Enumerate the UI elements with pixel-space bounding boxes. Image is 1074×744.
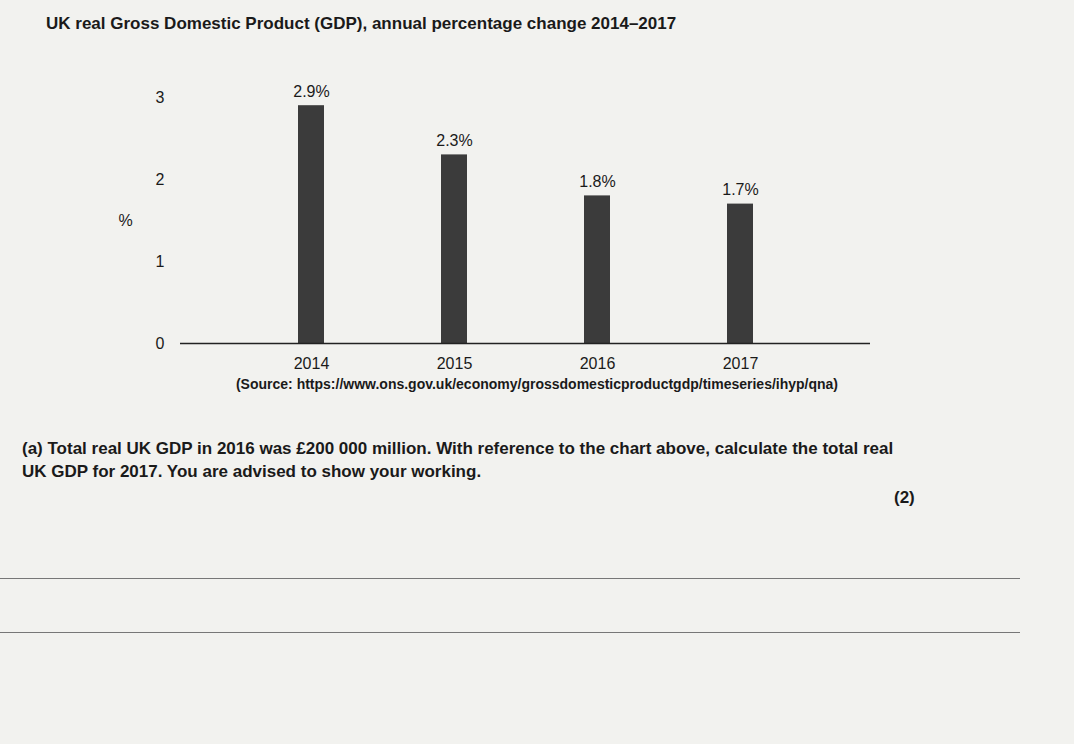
svg-text:2.3%: 2.3% — [436, 132, 472, 149]
svg-text:2014: 2014 — [294, 355, 330, 372]
svg-text:%: % — [119, 212, 133, 229]
html-text:(Source: https://www.ons.gov.u: (Source: https://www.ons.gov.uk/economy/… — [236, 376, 838, 392]
svg-text:3: 3 — [156, 89, 165, 106]
svg-text:0: 0 — [156, 335, 165, 352]
svg-text:2015: 2015 — [437, 355, 473, 372]
html-text:(a) Total real UK GDP in 2016: (a) Total real UK GDP in 2016 was £200 0… — [22, 439, 894, 481]
svg-text:1: 1 — [156, 253, 165, 270]
svg-text:1.8%: 1.8% — [579, 173, 615, 190]
html-text:(2): (2) — [894, 488, 915, 507]
html-text:UK real Gross Domestic Product: UK real Gross Domestic Product (GDP), an… — [46, 14, 677, 33]
svg-text:2: 2 — [156, 171, 165, 188]
svg-text:2017: 2017 — [723, 355, 759, 372]
svg-text:2.9%: 2.9% — [293, 83, 329, 100]
svg-text:2016: 2016 — [580, 355, 616, 372]
svg-text:1.7%: 1.7% — [722, 181, 758, 198]
